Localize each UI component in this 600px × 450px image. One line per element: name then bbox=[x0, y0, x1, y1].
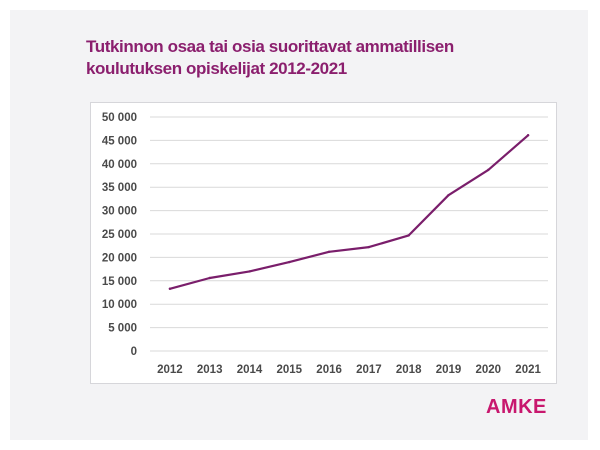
y-tick-label: 0 bbox=[131, 346, 137, 358]
chart-panel: 0 5 000 10 000 15 000 20 000 25 000 30 000 35 0… bbox=[90, 102, 557, 384]
x-tick-label: 2015 bbox=[277, 364, 303, 376]
data-point bbox=[327, 250, 331, 253]
x-tick-label: 2017 bbox=[356, 364, 382, 376]
y-tick-label: 20 000 bbox=[102, 252, 137, 264]
data-point bbox=[288, 260, 291, 264]
line-chart: 0 5 000 10 000 15 000 20 000 25 000 30 000 35 0… bbox=[102, 112, 548, 376]
x-tick-label: 2019 bbox=[436, 364, 462, 376]
data-point bbox=[487, 168, 490, 172]
chart-title-line-1: Tutkinnon osaa tai osia suorittavat amma… bbox=[86, 37, 454, 56]
y-tick-label: 30 000 bbox=[102, 206, 137, 218]
x-tick-label: 2014 bbox=[237, 364, 263, 376]
y-tick-label: 5 000 bbox=[108, 323, 137, 335]
x-tick-label: 2016 bbox=[316, 364, 342, 376]
x-tick-label: 2013 bbox=[197, 364, 223, 376]
x-tick-label: 2012 bbox=[157, 364, 183, 376]
amke-logo: AMKE bbox=[486, 396, 547, 418]
y-tick-label: 45 000 bbox=[102, 135, 137, 147]
data-point bbox=[367, 245, 371, 249]
y-tick-label: 35 000 bbox=[102, 182, 137, 194]
data-point bbox=[208, 276, 211, 280]
y-tick-label: 25 000 bbox=[102, 229, 137, 241]
chart-title: Tutkinnon osaa tai osia suorittavat amma… bbox=[86, 36, 556, 80]
data-point bbox=[248, 270, 251, 273]
y-tick-label: 10 000 bbox=[102, 299, 137, 311]
slide: Tutkinnon osaa tai osia suorittavat amma… bbox=[10, 10, 588, 440]
x-tick-label: 2018 bbox=[396, 364, 422, 376]
x-tick-label: 2020 bbox=[476, 364, 502, 376]
y-tick-label: 40 000 bbox=[102, 159, 137, 171]
data-point bbox=[407, 234, 410, 237]
chart-title-line-2: koulutuksen opiskelijat 2012-2021 bbox=[86, 59, 347, 78]
y-tick-label: 15 000 bbox=[102, 276, 137, 288]
series-line bbox=[168, 134, 530, 290]
data-point bbox=[168, 287, 172, 290]
data-point bbox=[526, 134, 530, 137]
x-tick-label: 2021 bbox=[515, 364, 541, 376]
data-point bbox=[447, 193, 450, 197]
y-tick-label: 50 000 bbox=[102, 112, 137, 124]
